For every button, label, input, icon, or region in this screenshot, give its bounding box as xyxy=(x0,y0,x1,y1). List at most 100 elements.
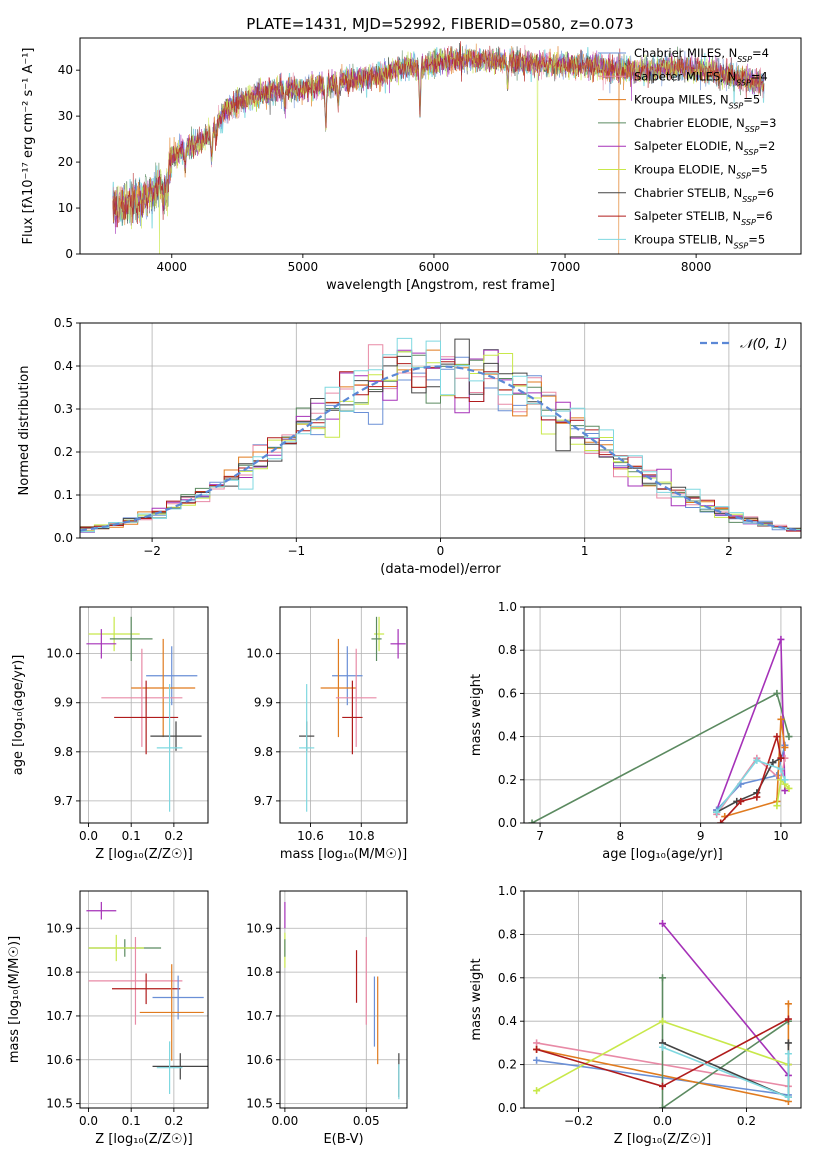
x-tick-label: 0.1 xyxy=(122,829,141,843)
weight-marker xyxy=(753,756,761,764)
errorbar-point xyxy=(101,648,183,747)
weight-line-salpeter-elodie xyxy=(661,922,790,1077)
axes-frame xyxy=(279,606,408,824)
y-tick-label: 10.6 xyxy=(46,1053,73,1067)
legend-label: Chabrier ELODIE, NSSP=3 xyxy=(634,116,776,133)
y-axis-label: Normed distribution xyxy=(17,366,32,496)
weight-marker xyxy=(784,1015,792,1023)
y-tick-label: 40 xyxy=(58,63,73,77)
y-tick-label: 9.8 xyxy=(54,745,73,759)
weight-marker xyxy=(777,754,785,762)
weight-marker xyxy=(773,733,781,741)
x-tick-label: 8 xyxy=(617,829,625,843)
weight-line-salpeter-elodie xyxy=(715,639,786,811)
weight-marker xyxy=(659,1082,666,1090)
x-tick-label: 4000 xyxy=(156,260,187,274)
plot-area xyxy=(299,616,406,812)
y-tick-label: 10.6 xyxy=(246,1053,273,1067)
errorbar-point xyxy=(88,616,140,652)
x-axis-label: E(B-V) xyxy=(323,1132,363,1147)
y-tick-label: 10 xyxy=(58,201,73,215)
weight-marker xyxy=(784,1000,792,1008)
age-vs-mass-panel: 10.6 10.8 9.7 9.8 9.9 10.0 mass [log₁₀(M/M☉)] xyxy=(246,606,408,862)
y-tick-label: 20 xyxy=(58,155,73,169)
spectrum-line-kroupa-elodie xyxy=(112,47,765,254)
y-axis-label: age [log₁₀(age/yr)] xyxy=(11,655,26,776)
weight-marker xyxy=(528,819,536,823)
weight-marker xyxy=(785,784,793,792)
errorbar-point xyxy=(335,648,377,747)
y-tick-label: 0.2 xyxy=(54,445,73,459)
spectrum-panel: 4000 5000 6000 7000 8000 0 10 20 30 40 wavelength … xyxy=(21,37,802,293)
x-tick-label: 10 xyxy=(773,829,788,843)
weight-marker xyxy=(777,635,785,643)
legend-label: 𝒩(0, 1) xyxy=(740,337,787,352)
x-tick-label: 0.0 xyxy=(653,1114,672,1128)
y-tick-label: 0.4 xyxy=(498,1014,517,1028)
errorbar-point xyxy=(152,1053,208,1080)
legend-label: Chabrier STELIB, NSSP=6 xyxy=(634,186,774,204)
mass-vs-ebv-panel: 0.00 0.05 10.5 10.6 10.7 10.8 10.9 E(B-V) xyxy=(246,890,408,1147)
weight-marker xyxy=(659,1017,666,1025)
axes-frame xyxy=(79,606,209,824)
x-tick-label: 2 xyxy=(725,544,733,558)
weight-marker xyxy=(659,1043,666,1051)
plot-area xyxy=(528,635,793,823)
x-tick-label: 7 xyxy=(536,829,544,843)
y-tick-label: 10.8 xyxy=(46,965,73,979)
y-tick-label: 0.3 xyxy=(54,402,73,416)
errorbar-point xyxy=(156,684,183,812)
legend-label: Kroupa MILES, NSSP=5 xyxy=(634,93,760,111)
y-tick-label: 0 xyxy=(65,247,73,261)
errorbar-point xyxy=(332,646,363,706)
spectrum-line-salpeter-stelib xyxy=(112,41,765,228)
weight-marker xyxy=(533,1045,541,1053)
x-tick-label: 10.6 xyxy=(297,829,324,843)
y-tick-label: 9.8 xyxy=(254,745,273,759)
legend-label: Kroupa STELIB, NSSP=5 xyxy=(634,232,765,250)
legend-label: Salpeter MILES, NSSP=4 xyxy=(634,69,768,87)
plot-area xyxy=(112,41,765,254)
x-axis-label: age [log₁₀(age/yr)] xyxy=(602,847,723,862)
legend-label: Salpeter STELIB, NSSP=6 xyxy=(634,209,773,227)
x-tick-label: 6000 xyxy=(419,260,450,274)
y-tick-label: 10.8 xyxy=(246,965,273,979)
y-tick-label: 10.5 xyxy=(46,1097,73,1111)
y-tick-label: 0.0 xyxy=(54,531,73,545)
y-tick-label: 10.7 xyxy=(46,1009,73,1023)
weight-marker xyxy=(533,1039,541,1047)
y-tick-label: 0.0 xyxy=(498,1101,517,1115)
legend: Chabrier MILES, NSSP=4 Salpeter MILES, NS… xyxy=(598,46,776,250)
errorbar-point xyxy=(320,638,357,738)
y-tick-label: 0.0 xyxy=(498,816,517,830)
legend-label: Salpeter ELODIE, NSSP=2 xyxy=(634,139,775,157)
axes-frame xyxy=(523,606,802,824)
plot-area xyxy=(533,920,792,1108)
age-vs-metallicity-panel: 0.0 0.1 0.2 9.7 9.8 9.9 10.0 Z [log₁₀(Z/Z☉)] age… xyxy=(11,606,209,862)
errorbar-point xyxy=(342,680,363,755)
weight-marker xyxy=(781,787,789,795)
weight-line-kroupa-stelib xyxy=(716,759,786,813)
x-tick-label: 0.2 xyxy=(164,1114,183,1128)
x-tick-label: 10.8 xyxy=(348,829,375,843)
weight-vs-age-panel: 7 8 9 10 0.0 0.2 0.4 0.6 0.8 1.0 age [log₁₀(age/yr… xyxy=(469,600,802,862)
y-tick-label: 9.7 xyxy=(254,794,273,808)
y-axis-label: mass weight xyxy=(469,674,484,756)
plot-area xyxy=(86,616,202,812)
x-tick-label: −1 xyxy=(287,544,305,558)
y-tick-label: 0.8 xyxy=(498,927,517,941)
x-axis-label: wavelength [Angstrom, rest frame] xyxy=(326,278,555,293)
x-tick-label: −0.2 xyxy=(564,1114,593,1128)
y-tick-label: 10.9 xyxy=(46,921,73,935)
weight-marker xyxy=(777,765,785,773)
x-tick-label: −2 xyxy=(143,544,161,558)
y-tick-label: 9.9 xyxy=(54,696,73,710)
weight-marker xyxy=(784,1093,792,1101)
axes-frame xyxy=(79,890,209,1109)
y-tick-label: 10.5 xyxy=(246,1097,273,1111)
errorbar-point xyxy=(299,684,315,812)
y-tick-label: 10.9 xyxy=(246,921,273,935)
errorbar-point xyxy=(373,616,385,652)
x-axis-label: mass [log₁₀(M/M☉)] xyxy=(280,847,407,862)
